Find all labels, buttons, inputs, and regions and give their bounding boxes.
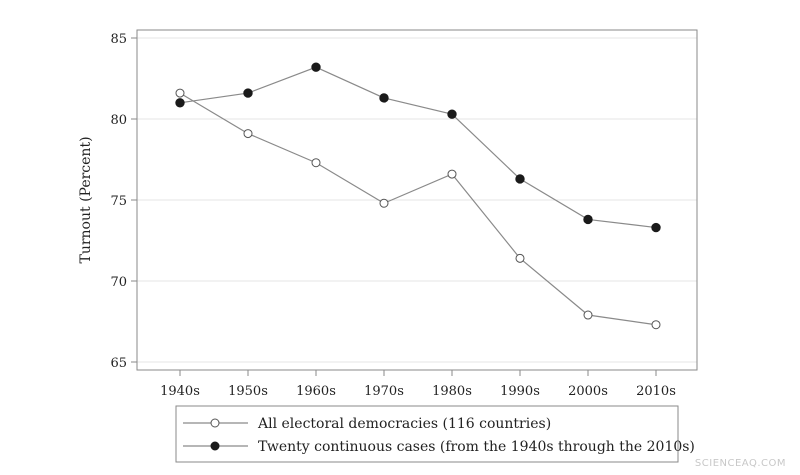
data-point: [447, 109, 457, 119]
y-tick-label: 80: [110, 113, 127, 128]
y-tick-label: 65: [110, 356, 127, 371]
y-tick-label: 85: [110, 32, 127, 47]
chart-legend: All electoral democracies (116 countries…: [175, 405, 695, 463]
data-point: [583, 310, 593, 320]
x-tick-label: 1940s: [160, 384, 200, 399]
x-tick-label: 2010s: [636, 384, 676, 399]
y-axis: 65 70 75 80 85: [110, 32, 137, 371]
data-point: [515, 174, 525, 184]
watermark-text: SCIENCEAQ.COM: [694, 458, 786, 469]
legend-label: All electoral democracies (116 countries…: [257, 416, 551, 432]
series-2: [175, 62, 661, 233]
data-point: [583, 214, 593, 225]
x-tick-label: 1990s: [500, 384, 540, 399]
legend-item: Twenty continuous cases (from the 1940s …: [183, 439, 695, 455]
y-tick-label: 75: [110, 194, 127, 209]
data-point: [243, 129, 253, 139]
data-point: [447, 169, 457, 179]
legend-marker: [210, 441, 220, 451]
data-point: [379, 198, 389, 208]
x-tick-label: 2000s: [568, 384, 608, 399]
data-point: [175, 88, 185, 98]
x-axis: 1940s 1950s 1960s 1970s 1980s 1990s 2000s 2010s: [160, 370, 676, 399]
chart-gridlines: [137, 37, 697, 363]
legend-item: All electoral democracies (116 countries…: [183, 416, 551, 432]
data-point: [379, 93, 389, 103]
y-axis-title: Turnout (Percent): [78, 136, 94, 263]
data-point: [515, 253, 525, 263]
x-tick-label: 1950s: [228, 384, 268, 399]
y-tick-label: 70: [110, 275, 127, 290]
series-1: [175, 88, 661, 330]
x-tick-label: 1970s: [364, 384, 404, 399]
data-point: [243, 88, 253, 98]
legend-label: Twenty continuous cases (from the 1940s …: [258, 439, 695, 455]
legend-marker: [210, 418, 220, 428]
data-point: [175, 98, 185, 108]
data-point: [651, 320, 661, 330]
data-point: [311, 62, 321, 72]
data-point: [651, 222, 661, 233]
x-tick-label: 1980s: [432, 384, 472, 399]
chart-series: [175, 62, 661, 330]
legend-frame: [175, 405, 679, 463]
series-line: [179, 92, 657, 326]
x-tick-label: 1960s: [296, 384, 336, 399]
series-line: [179, 66, 657, 229]
data-point: [311, 158, 321, 168]
